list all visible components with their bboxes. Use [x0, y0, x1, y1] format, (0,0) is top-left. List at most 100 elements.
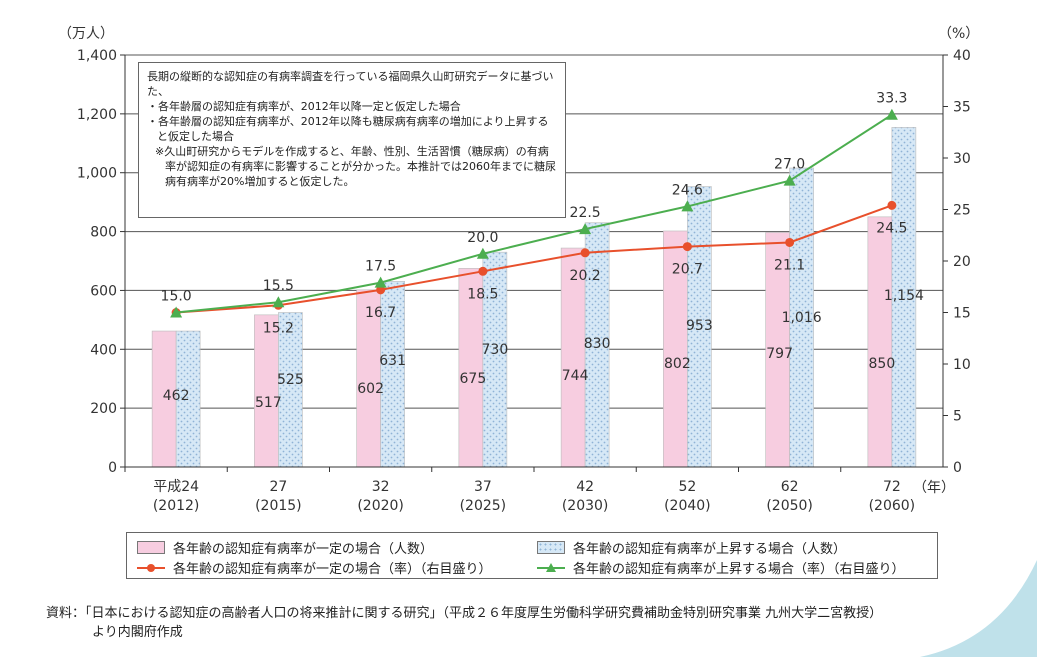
marker-triangle: [170, 306, 183, 318]
legend-label: 各年齢の認知症有病率が一定の場合（人数）: [173, 542, 434, 557]
legend-item-line-rising: 各年齢の認知症有病率が上昇する場合（率）（右目盛り）: [537, 558, 905, 577]
bar-rising: [175, 330, 201, 468]
rate-label-rising: 27.0: [774, 157, 805, 173]
data-labels: 462 517 602 675 744 802 797 850 525 631 730 830 953 1…: [161, 91, 924, 411]
left-tick-label: 600: [90, 283, 117, 299]
bar-value-label-rising: 730: [482, 342, 509, 358]
x-axis-unit: （年）: [913, 480, 955, 496]
bar-value-label-rising: 1,154: [884, 288, 924, 304]
marker-circle: [785, 237, 795, 247]
right-tick-label: 35: [953, 100, 971, 116]
legend: 各年齢の認知症有病率が一定の場合（人数） 各年齢の認知症有病率が上昇する場合（人…: [126, 532, 938, 579]
marker-circle: [682, 242, 692, 252]
bar-value-label-constant: 797: [766, 346, 793, 362]
marker-triangle: [476, 247, 489, 259]
marker-triangle: [885, 108, 898, 120]
right-tick-label: 0: [953, 460, 962, 476]
bar-value-label-rising: 525: [277, 372, 304, 388]
rate-label-rising: 20.0: [467, 230, 498, 246]
bar-rising: [584, 222, 610, 468]
left-axis-unit: （万人）: [58, 26, 114, 42]
x-tick-label-year: (2025): [460, 498, 507, 514]
note-line: ・各年齢層の認知症有病率が、2012年以降も糖尿病有病率の増加により上昇すると仮…: [147, 115, 549, 143]
source-note: 資料：「日本における認知症の高齢者人口の将来推計に関する研究」（平成２６年度厚生…: [46, 604, 882, 642]
legend-item-bar-rising: 各年齢の認知症有病率が上昇する場合（人数）: [537, 538, 846, 557]
note-line: ・各年齢層の認知症有病率が、2012年以降一定と仮定した場合: [147, 100, 461, 113]
line-rising: [176, 113, 893, 314]
rate-label-rising: 33.3: [876, 91, 907, 107]
bar-value-label-rising: 953: [686, 318, 713, 334]
right-tick-label: 30: [953, 151, 971, 167]
marker-triangle: [374, 276, 387, 288]
rate-label-rising: 22.5: [570, 205, 601, 221]
legend-label: 各年齢の認知症有病率が上昇する場合（率）（右目盛り）: [573, 562, 905, 577]
legend-label: 各年齢の認知症有病率が上昇する場合（人数）: [573, 542, 847, 557]
note-line: 長期の縦断的な認知症の有病率調査を行っている福岡県久山町研究データに基づいた、: [147, 70, 554, 98]
rate-label-rising: 15.5: [263, 278, 294, 294]
bar-constant: [867, 216, 893, 468]
line-constant: [176, 204, 893, 314]
dotted-blue-swatch: [537, 541, 565, 554]
bar-value-label-constant: 462: [163, 388, 190, 404]
bar-rising: [789, 167, 814, 468]
bar-rising: [687, 186, 712, 468]
x-tick-label-era: 62: [781, 479, 799, 495]
bar-rising: [891, 127, 917, 468]
left-tick-label: 1,200: [77, 107, 117, 123]
left-tick-label: 1,400: [77, 48, 117, 64]
green-line-triangle-icon: [537, 561, 565, 574]
marker-circle: [478, 266, 488, 276]
right-tick-label: 20: [953, 254, 971, 270]
annotation-note: 長期の縦断的な認知症の有病率調査を行っている福岡県久山町研究データに基づいた、 …: [138, 62, 566, 218]
x-tick-label-year: (2050): [766, 498, 813, 514]
bar-constant: [254, 314, 279, 468]
rate-label-constant: 21.1: [774, 257, 805, 273]
red-line-circle-icon: [137, 561, 165, 574]
bar-rising: [278, 312, 303, 468]
x-tick-label-year: (2060): [869, 498, 916, 514]
left-tick-label: 800: [90, 225, 117, 241]
rate-label-constant: 20.2: [570, 268, 601, 284]
marker-triangle: [783, 174, 796, 186]
legend-item-bar-constant: 各年齢の認知症有病率が一定の場合（人数）: [137, 538, 433, 557]
lines: [170, 108, 898, 318]
x-tick-label-year: (2012): [153, 498, 200, 514]
right-tick-label: 10: [953, 357, 971, 373]
legend-item-line-constant: 各年齢の認知症有病率が一定の場合（率）（右目盛り）: [137, 558, 492, 577]
x-tick-label-year: (2015): [255, 498, 302, 514]
left-tick-label: 200: [90, 401, 117, 417]
bar-constant: [663, 230, 688, 468]
right-tick-label: 15: [953, 306, 971, 322]
left-tick-label: 400: [90, 342, 117, 358]
bar-value-label-constant: 744: [562, 368, 589, 384]
bar-rising: [482, 251, 508, 468]
source-line-2: より内閣府作成: [92, 625, 183, 640]
bar-value-label-constant: 602: [357, 381, 384, 397]
rate-label-constant: 18.5: [467, 286, 498, 302]
source-line-1: 資料：「日本における認知症の高齢者人口の将来推計に関する研究」（平成２６年度厚生…: [46, 606, 883, 621]
x-tick-label-era: 27: [269, 479, 287, 495]
rate-label-constant: 16.7: [365, 305, 396, 321]
x-tick-label-year: (2040): [664, 498, 711, 514]
bar-value-label-constant: 802: [664, 356, 691, 372]
x-tick-label-era: 72: [883, 479, 901, 495]
marker-circle: [580, 248, 590, 258]
bar-rising: [380, 281, 405, 468]
bar-value-label-rising: 631: [379, 353, 406, 369]
rate-label-rising: 24.6: [672, 182, 703, 198]
rate-label-rising: 15.0: [161, 289, 192, 305]
bar-value-label-constant: 850: [869, 356, 896, 372]
x-tick-label-year: (2030): [562, 498, 609, 514]
marker-triangle: [681, 200, 694, 212]
x-tick-label-era: 52: [678, 479, 696, 495]
marker-triangle: [272, 296, 285, 308]
bar-value-label-rising: 1,016: [782, 310, 822, 326]
legend-label: 各年齢の認知症有病率が一定の場合（率）（右目盛り）: [173, 562, 492, 577]
rate-label-constant: 24.5: [876, 220, 907, 236]
x-tick-label-era: 平成24: [153, 479, 199, 495]
left-tick-label: 0: [108, 460, 117, 476]
x-tick-label-year: (2020): [357, 498, 404, 514]
bar-value-label-rising: 830: [584, 336, 611, 352]
note-line: ※久山町研究からモデルを作成すると、年齢、性別、生活習慣（糖尿病）の有病率が認知…: [155, 145, 556, 188]
